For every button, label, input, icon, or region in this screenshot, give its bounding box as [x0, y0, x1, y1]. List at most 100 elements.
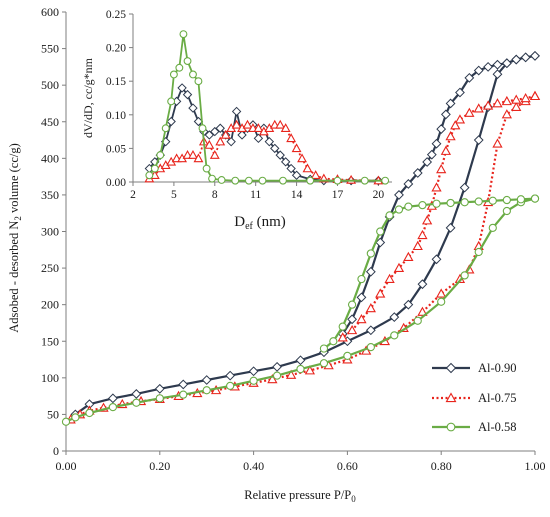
- data-point: [511, 54, 522, 65]
- data-point: [156, 151, 165, 160]
- data-point: [530, 194, 540, 203]
- inset-series-layer: [144, 30, 390, 186]
- data-point: [426, 149, 437, 160]
- data-point: [272, 371, 282, 380]
- data-point: [520, 93, 531, 103]
- data-point: [459, 182, 470, 193]
- data-point: [302, 163, 313, 173]
- data-point: [488, 223, 497, 232]
- legend-label: Al-0.90: [478, 361, 517, 375]
- data-point: [291, 170, 302, 180]
- data-point: [132, 398, 141, 407]
- data-point: [188, 103, 198, 113]
- data-point: [85, 408, 94, 418]
- x-tick-label: 5: [171, 189, 177, 201]
- y-tick-label: 0.05: [106, 143, 126, 155]
- data-point: [366, 249, 375, 258]
- data-point: [455, 87, 465, 98]
- data-point: [231, 106, 242, 117]
- y-tick-label: 150: [41, 334, 59, 348]
- y-tick-label: 0.15: [106, 76, 126, 88]
- y-tick-label: 0.25: [106, 9, 126, 21]
- data-point: [179, 30, 188, 39]
- data-point: [389, 312, 400, 323]
- series-al-0-58: [61, 194, 540, 426]
- data-point: [460, 271, 469, 280]
- data-point: [267, 373, 278, 384]
- data-point: [431, 138, 442, 149]
- data-point: [231, 176, 240, 185]
- data-point: [417, 279, 428, 290]
- data-point: [319, 359, 329, 368]
- data-point: [375, 288, 386, 298]
- data-point: [194, 77, 203, 86]
- x-tick-label: 1.00: [525, 459, 546, 473]
- data-point: [356, 313, 367, 324]
- data-point: [474, 197, 483, 206]
- main-y-ticks: 0 50 100 150 200 250 300 350 400 450 500 550 600: [41, 5, 66, 458]
- legend-entry: Al-0.75: [432, 391, 517, 405]
- data-point: [450, 120, 461, 130]
- data-point: [291, 143, 302, 153]
- data-point: [343, 351, 352, 361]
- data-point: [175, 63, 184, 72]
- series-al-0-58: [145, 30, 390, 185]
- data-point: [454, 114, 466, 124]
- y-tick-label: 0: [53, 444, 59, 458]
- data-point: [417, 229, 428, 240]
- data-point: [202, 164, 211, 173]
- x-tick-label: 14: [291, 189, 303, 201]
- data-point: [202, 386, 211, 395]
- data-point: [249, 376, 258, 385]
- data-point: [145, 171, 154, 180]
- x-tick-label: 0.00: [56, 459, 77, 473]
- data-point: [166, 116, 176, 127]
- data-point: [248, 366, 259, 377]
- data-point: [237, 130, 247, 140]
- data-point: [488, 196, 497, 205]
- data-point: [366, 342, 375, 352]
- data-point: [329, 337, 338, 346]
- data-point: [188, 149, 198, 159]
- data-point: [376, 227, 385, 236]
- data-point: [473, 103, 484, 113]
- data-point: [412, 168, 423, 178]
- data-point: [286, 163, 296, 174]
- x-tick-label: 2: [130, 189, 136, 201]
- data-point: [530, 50, 540, 61]
- data-point: [381, 176, 390, 185]
- data-point: [310, 170, 321, 180]
- data-point: [220, 129, 231, 139]
- data-point: [492, 59, 503, 70]
- legend-marker: [445, 392, 457, 403]
- data-point: [421, 215, 433, 225]
- x-tick-label: 0.60: [337, 459, 358, 473]
- data-point: [483, 61, 494, 72]
- data-point: [280, 157, 291, 167]
- main-x-axis-title: Relative pressure P/P0: [244, 488, 356, 504]
- y-tick-label: 0.20: [106, 43, 126, 55]
- data-point: [403, 299, 414, 310]
- data-point: [502, 195, 511, 205]
- data-point: [393, 262, 405, 272]
- y-tick-label: 450: [41, 115, 59, 129]
- y-tick-label: 50: [47, 407, 59, 421]
- y-tick-label: 0.10: [106, 110, 126, 122]
- x-tick-label: 0.40: [243, 459, 264, 473]
- data-point: [365, 302, 376, 313]
- data-point: [275, 150, 285, 160]
- data-point: [61, 417, 71, 426]
- x-tick-label: 8: [212, 189, 218, 201]
- series-al-0-90: [144, 83, 384, 186]
- data-point: [253, 133, 264, 144]
- legend: Al-0.90 Al-0.75 Al-0.58: [432, 361, 517, 434]
- data-point: [440, 109, 451, 120]
- data-point: [460, 198, 469, 207]
- data-point: [413, 316, 422, 325]
- data-point: [356, 292, 367, 303]
- y-tick-label: 400: [41, 151, 59, 165]
- x-tick-label: 17: [332, 189, 344, 201]
- data-point: [360, 176, 369, 185]
- data-point: [71, 413, 80, 422]
- y-tick-label: 250: [41, 261, 59, 275]
